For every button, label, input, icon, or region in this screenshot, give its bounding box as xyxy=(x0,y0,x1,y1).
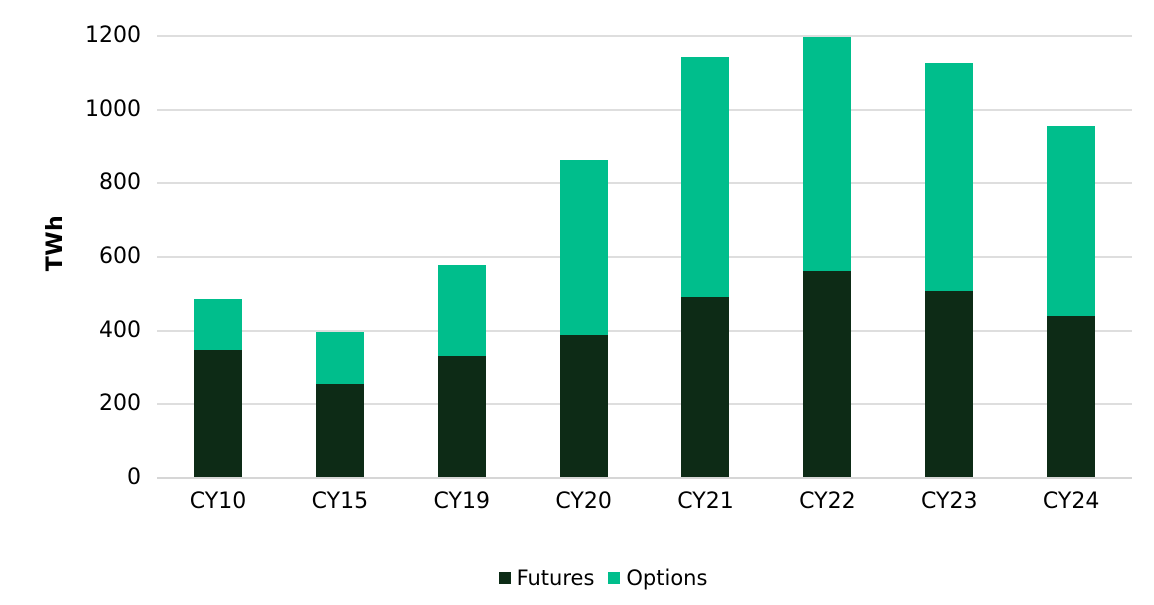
bar-segment-futures xyxy=(315,383,364,477)
legend-swatch-futures-icon xyxy=(498,572,511,584)
bar-segment-futures xyxy=(193,350,242,477)
bar-cy24 xyxy=(1047,125,1096,477)
bar-cy20 xyxy=(559,159,608,477)
bar-segment-options xyxy=(315,331,364,384)
x-tick-label: CY22 xyxy=(799,489,856,514)
legend-item-options: Options xyxy=(608,566,707,590)
bar-segment-options xyxy=(193,298,242,351)
bar-segment-futures xyxy=(803,270,852,477)
gridline xyxy=(157,256,1132,258)
gridline xyxy=(157,329,1132,332)
x-axis-line xyxy=(157,477,1132,479)
bar-segment-futures xyxy=(559,334,608,477)
gridline xyxy=(157,182,1132,185)
bar-segment-options xyxy=(681,57,730,297)
bar-segment-futures xyxy=(1047,315,1096,477)
legend-swatch-options-icon xyxy=(608,572,621,584)
bar-segment-futures xyxy=(437,355,486,477)
x-tick-label: CY15 xyxy=(311,489,369,514)
bar-segment-options xyxy=(437,264,486,356)
x-tick-label: CY23 xyxy=(921,489,978,514)
gridline xyxy=(157,35,1132,37)
gridline xyxy=(157,403,1132,406)
bar-segment-futures xyxy=(681,296,730,477)
y-tick-label: 600 xyxy=(99,244,141,269)
bar-segment-options xyxy=(925,63,974,291)
bar-cy10 xyxy=(193,298,242,477)
bar-cy19 xyxy=(437,264,486,477)
plot-area xyxy=(157,35,1132,479)
bar-cy21 xyxy=(681,57,730,477)
x-tick-label: CY10 xyxy=(189,489,247,514)
y-tick-label: 200 xyxy=(99,391,141,417)
y-tick-label: 0 xyxy=(127,465,141,490)
x-tick-label: CY21 xyxy=(677,489,734,514)
y-tick-label: 1200 xyxy=(85,23,141,48)
x-axis: CY10 CY15 CY19 CY20 CY21 CY22 CY23 CY24 xyxy=(157,489,1132,517)
bar-segment-futures xyxy=(925,290,974,477)
legend-item-futures: Futures xyxy=(498,566,595,590)
y-axis: 0 200 400 600 800 1000 1200 xyxy=(0,0,141,605)
bar-cy22 xyxy=(803,36,852,477)
legend: Futures Options xyxy=(26,566,1154,590)
y-tick-label: 800 xyxy=(99,170,141,196)
bar-cy15 xyxy=(315,331,364,477)
x-tick-label: CY24 xyxy=(1042,489,1100,514)
bar-segment-options xyxy=(803,36,852,271)
legend-label: Options xyxy=(626,566,708,590)
y-tick-label: 400 xyxy=(99,317,141,343)
bar-segment-options xyxy=(559,159,608,335)
gridline xyxy=(157,108,1132,111)
x-tick-label: CY19 xyxy=(433,489,490,514)
y-tick-label: 1000 xyxy=(85,96,141,122)
legend-label: Futures xyxy=(516,566,595,590)
x-tick-label: CY20 xyxy=(555,489,612,514)
bar-segment-options xyxy=(1047,125,1096,316)
bar-cy23 xyxy=(925,63,974,477)
